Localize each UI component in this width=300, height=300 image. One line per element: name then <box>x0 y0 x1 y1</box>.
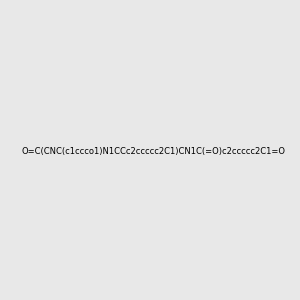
Text: O=C(CNC(c1ccco1)N1CCc2ccccc2C1)CN1C(=O)c2ccccc2C1=O: O=C(CNC(c1ccco1)N1CCc2ccccc2C1)CN1C(=O)c… <box>22 147 286 156</box>
